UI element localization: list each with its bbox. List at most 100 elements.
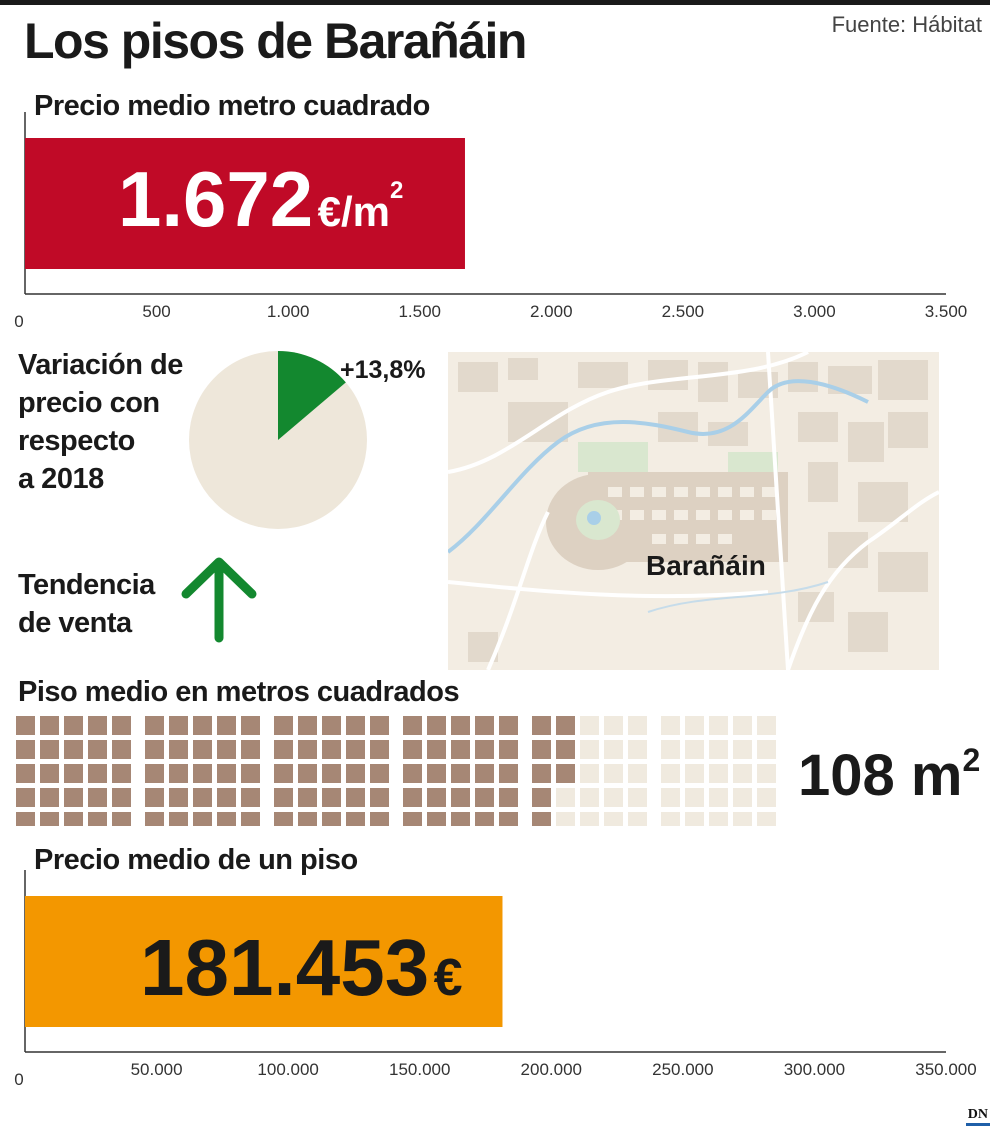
waffle-cell-filled <box>370 788 389 807</box>
waffle-cell-filled <box>532 764 551 783</box>
waffle-cell-filled <box>145 788 164 807</box>
waffle-cell-filled <box>403 764 422 783</box>
waffle-cell-filled <box>112 716 131 735</box>
waffle-cell-filled <box>274 716 293 735</box>
waffle-cell-filled <box>16 812 35 826</box>
waffle-cell-filled <box>475 740 494 759</box>
waffle-cell-filled <box>475 788 494 807</box>
waffle-cell-empty <box>733 812 752 826</box>
waffle-cell-filled <box>556 764 575 783</box>
price-flat-tick-label: 350.000 <box>915 1060 976 1079</box>
waffle-cell-filled <box>322 764 341 783</box>
waffle-cell-empty <box>733 740 752 759</box>
price-flat-tick-label: 150.000 <box>389 1060 450 1079</box>
waffle-cell-filled <box>556 716 575 735</box>
waffle-cell-filled <box>499 716 518 735</box>
waffle-cell-filled <box>64 788 83 807</box>
waffle-cell-filled <box>40 764 59 783</box>
waffle-cell-empty <box>556 812 575 826</box>
waffle-cell-empty <box>628 716 647 735</box>
waffle-cell-empty <box>685 716 704 735</box>
price-flat-title: Precio medio de un piso <box>34 844 358 876</box>
pie-increase-slice <box>278 351 346 440</box>
variation-title: Variación de precio con respecto a 2018 <box>18 346 183 498</box>
waffle-cell-filled <box>88 788 107 807</box>
waffle-cell-filled <box>532 788 551 807</box>
waffle-cell-empty <box>757 740 776 759</box>
price-m2-tick-label: 500 <box>142 302 170 321</box>
price-m2-unit-sup: 2 <box>390 177 404 204</box>
price-m2-bar <box>25 138 465 269</box>
variation-title-line: precio con <box>18 387 160 419</box>
price-m2-title: Precio medio metro cuadrado <box>34 90 430 122</box>
price-flat-tick-label: 100.000 <box>257 1060 318 1079</box>
price-flat-tick-label: 200.000 <box>521 1060 582 1079</box>
waffle-cell-filled <box>217 812 236 826</box>
variation-title-line: a 2018 <box>18 463 104 495</box>
waffle-cell-filled <box>193 764 212 783</box>
waffle-cell-filled <box>217 764 236 783</box>
waffle-cell-empty <box>685 764 704 783</box>
waffle-cell-empty <box>733 716 752 735</box>
waffle-cell-filled <box>532 716 551 735</box>
waffle-cell-filled <box>499 740 518 759</box>
variation-title-line: respecto <box>18 425 135 457</box>
waffle-cell-filled <box>427 764 446 783</box>
waffle-cell-empty <box>709 788 728 807</box>
waffle-cell-filled <box>346 716 365 735</box>
waffle-cell-filled <box>427 812 446 826</box>
waffle-cell-filled <box>322 716 341 735</box>
waffle-cell-empty <box>757 812 776 826</box>
trend-title-line: de venta <box>18 607 132 639</box>
waffle-cell-empty <box>604 764 623 783</box>
waffle-cell-empty <box>604 740 623 759</box>
waffle-cell-filled <box>64 812 83 826</box>
waffle-cell-empty <box>661 788 680 807</box>
price-m2-tick-label: 1.500 <box>398 302 441 321</box>
arrow-up-icon <box>181 557 257 643</box>
waffle-cell-filled <box>217 740 236 759</box>
price-flat-chart-svg: 0 50.000 100.000 150.000 200.000 250.000 300.0… <box>14 870 977 1089</box>
waffle-cell-filled <box>217 788 236 807</box>
waffle-cell-empty <box>757 716 776 735</box>
waffle-cell-filled <box>451 764 470 783</box>
waffle-cell-empty <box>757 788 776 807</box>
waffle-cell-empty <box>556 788 575 807</box>
waffle-cell-empty <box>628 740 647 759</box>
waffle-cell-filled <box>241 716 260 735</box>
waffle-cell-filled <box>112 764 131 783</box>
waffle-cell-empty <box>604 812 623 826</box>
waffle-cell-filled <box>112 740 131 759</box>
price-flat-tick-label: 0 <box>14 1070 23 1089</box>
waffle-cell-empty <box>628 812 647 826</box>
top-rule <box>0 0 990 5</box>
waffle-cell-filled <box>451 812 470 826</box>
waffle-cell-filled <box>370 764 389 783</box>
waffle-cell-filled <box>427 716 446 735</box>
waffle-cell-filled <box>40 716 59 735</box>
waffle-cell-filled <box>451 788 470 807</box>
waffle-cell-filled <box>241 788 260 807</box>
waffle-cell-empty <box>604 788 623 807</box>
waffle-cell-filled <box>475 716 494 735</box>
waffle-cell-filled <box>499 812 518 826</box>
price-m2-value: 1.672 <box>118 155 314 243</box>
waffle-cell-filled <box>169 788 188 807</box>
waffle-cell-filled <box>274 812 293 826</box>
waffle-cell-filled <box>475 812 494 826</box>
waffle-cell-filled <box>532 740 551 759</box>
variation-pie <box>189 351 367 529</box>
baranain-map: Barañáin <box>448 352 939 670</box>
price-m2-tick-label: 3.000 <box>793 302 836 321</box>
waffle-cell-filled <box>64 740 83 759</box>
trend-title-line: Tendencia <box>18 569 155 601</box>
waffle-cell-empty <box>628 788 647 807</box>
price-m2-tick-label: 2.000 <box>530 302 573 321</box>
waffle-cell-empty <box>661 740 680 759</box>
waffle-cell-empty <box>733 788 752 807</box>
waffle-cell-filled <box>16 764 35 783</box>
waffle-cell-empty <box>757 764 776 783</box>
price-m2-tick-label: 3.500 <box>925 302 968 321</box>
waffle-cell-empty <box>709 764 728 783</box>
waffle-cell-filled <box>427 740 446 759</box>
